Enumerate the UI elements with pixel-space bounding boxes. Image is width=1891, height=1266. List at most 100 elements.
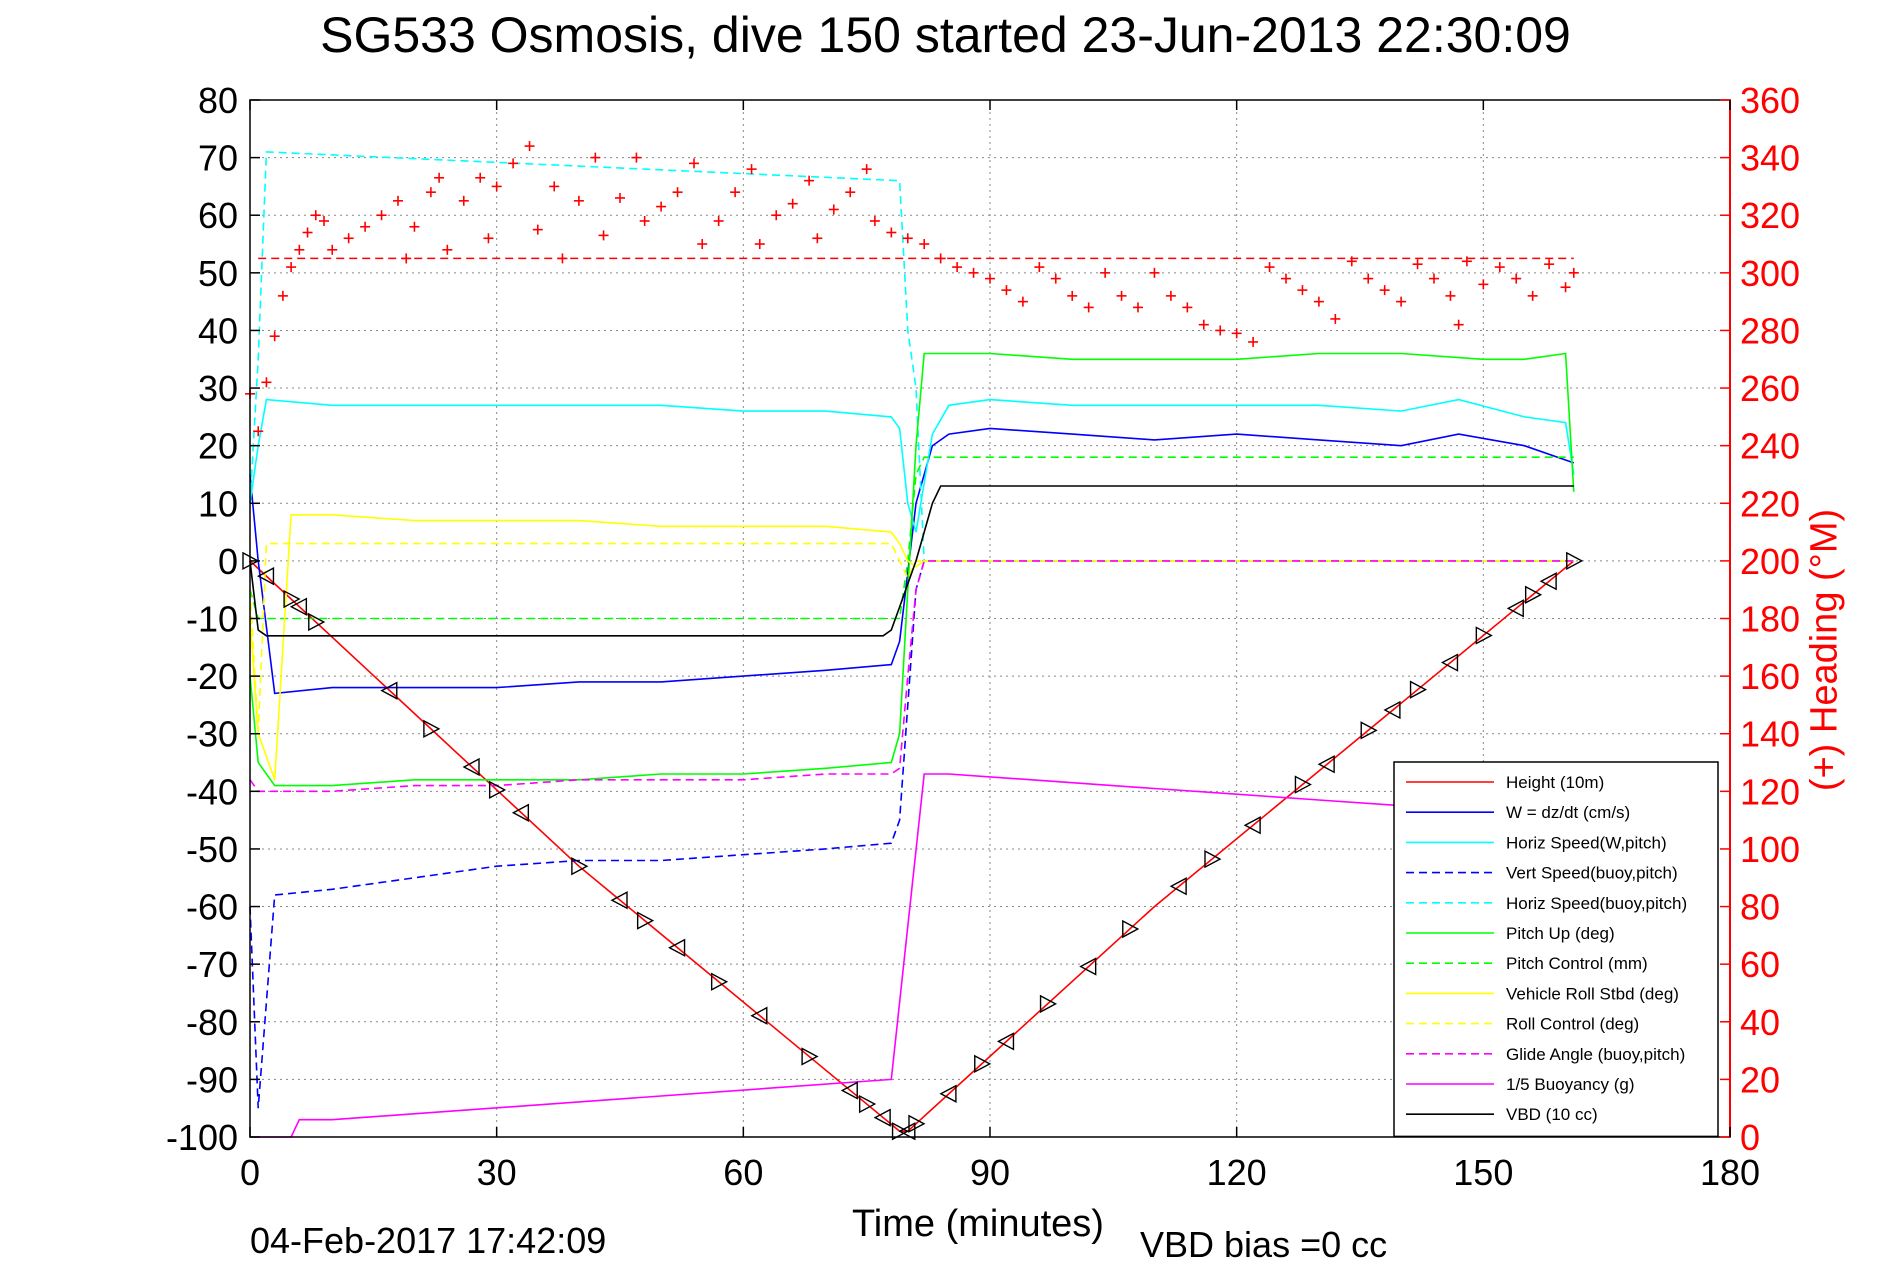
y2-tick-label: 40 — [1740, 1002, 1780, 1043]
heading-point — [861, 164, 872, 175]
heading-point — [730, 187, 741, 198]
heading-point — [713, 215, 724, 226]
direction-triangle-marker — [1122, 919, 1140, 939]
legend-label: Vert Speed(buoy,pitch) — [1506, 864, 1678, 883]
direction-triangle-marker — [289, 597, 308, 616]
heading-point — [1429, 273, 1439, 284]
x-tick-label: 120 — [1207, 1152, 1267, 1193]
series-line-10 — [250, 773, 1443, 1138]
y2-tick-label: 180 — [1740, 599, 1800, 640]
series-line-11 — [249, 485, 1574, 637]
legend-label: Pitch Control (mm) — [1506, 954, 1648, 973]
y-tick-label: -70 — [186, 944, 238, 985]
legend-label: Glide Angle (buoy,pitch) — [1506, 1045, 1685, 1064]
heading-point — [828, 204, 839, 215]
heading-point — [902, 233, 913, 244]
y-tick-label: -40 — [186, 771, 238, 812]
heading-point — [1544, 259, 1555, 270]
direction-triangle-marker — [636, 911, 655, 930]
y-tick-label: -90 — [186, 1059, 238, 1100]
y2-tick-label: 240 — [1740, 426, 1800, 467]
y2-tick-label: 0 — [1740, 1117, 1760, 1158]
heading-point — [804, 175, 815, 186]
y-tick-label: -100 — [166, 1117, 238, 1158]
direction-triangle-marker — [1079, 957, 1097, 976]
legend-label: W = dz/dt (cm/s) — [1506, 803, 1630, 822]
y2-tick-label: 340 — [1740, 138, 1800, 179]
heading-point — [746, 164, 757, 175]
chart-title: SG533 Osmosis, dive 150 started 23-Jun-2… — [320, 7, 1571, 63]
x-tick-label: 0 — [240, 1152, 260, 1193]
legend-label: Roll Control (deg) — [1506, 1015, 1639, 1034]
heading-point — [442, 244, 453, 255]
heading-point — [754, 239, 765, 250]
y2-tick-label: 140 — [1740, 714, 1800, 755]
heading-point — [598, 230, 609, 241]
heading-point — [327, 244, 338, 255]
direction-triangle-marker — [750, 1006, 768, 1025]
y-tick-label: 60 — [198, 195, 238, 236]
direction-triangle-marker — [710, 972, 729, 991]
legend-label: Pitch Up (deg) — [1506, 924, 1615, 943]
footer-vbd-bias: VBD bias =0 cc — [1140, 1224, 1388, 1265]
heading-point — [557, 253, 568, 264]
heading-point — [886, 227, 897, 238]
footer-timestamp: 04-Feb-2017 17:42:09 — [250, 1220, 607, 1261]
heading-point — [508, 158, 519, 169]
series-line-7 — [249, 513, 1574, 781]
direction-triangle-marker — [256, 566, 275, 586]
heading-point — [919, 239, 930, 250]
heading-point — [475, 172, 486, 183]
y2-tick-label: 100 — [1740, 829, 1800, 870]
heading-point — [491, 181, 502, 192]
y-tick-label: -10 — [186, 599, 238, 640]
heading-point — [1346, 256, 1357, 267]
series-line-5 — [249, 352, 1575, 787]
heading-point — [1198, 319, 1209, 330]
direction-triangle-marker — [939, 1084, 957, 1103]
y2-tick-label: 120 — [1740, 771, 1800, 812]
heading-point — [1017, 296, 1028, 307]
heading-point — [573, 195, 584, 206]
series-line-4 — [249, 151, 1574, 562]
legend-label: Horiz Speed(W,pitch) — [1506, 833, 1667, 852]
heading-point — [302, 227, 313, 238]
heading-point — [1396, 296, 1407, 307]
y2-tick-label: 360 — [1740, 80, 1800, 121]
heading-point — [269, 331, 280, 342]
heading-point — [1149, 267, 1160, 278]
direction-triangle-marker — [1317, 755, 1335, 774]
y2-tick-label: 200 — [1740, 541, 1800, 582]
heading-point — [1001, 285, 1012, 296]
heading-point — [1445, 290, 1456, 301]
y-tick-label: 20 — [198, 426, 238, 467]
heading-point — [1511, 273, 1522, 284]
y2-tick-label: 280 — [1740, 310, 1800, 351]
direction-triangle-marker — [801, 1047, 819, 1066]
series-line-3 — [249, 560, 1574, 1109]
heading-point — [253, 426, 264, 437]
y2-tick-label: 20 — [1740, 1059, 1780, 1100]
heading-point — [409, 221, 420, 232]
heading-point — [1264, 262, 1275, 273]
series-line-0 — [249, 560, 1575, 1132]
heading-point — [1461, 256, 1472, 267]
direction-triangle-marker — [858, 1094, 877, 1114]
y2-tick-label: 300 — [1740, 253, 1800, 294]
heading-point — [1560, 282, 1571, 293]
heading-point — [771, 210, 782, 221]
y-tick-label: -60 — [186, 887, 238, 928]
direction-triangle-marker — [511, 803, 530, 822]
legend-frame — [1393, 761, 1719, 1138]
heading-point — [639, 215, 650, 226]
heading-point — [656, 201, 667, 212]
y-tick-label: -20 — [186, 656, 238, 697]
heading-point — [1313, 296, 1324, 307]
heading-point — [1297, 285, 1308, 296]
heading-point — [1231, 328, 1242, 339]
heading-point — [1116, 290, 1127, 301]
direction-triangle-marker — [462, 757, 480, 777]
direction-triangle-marker — [380, 681, 398, 700]
direction-triangle-marker — [423, 719, 441, 738]
